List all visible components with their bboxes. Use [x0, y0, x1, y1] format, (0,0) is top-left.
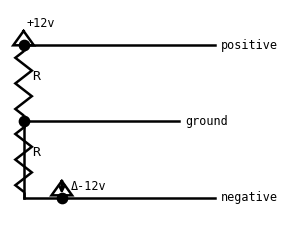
Text: R: R [32, 146, 40, 159]
Point [21, 43, 26, 47]
Text: negative: negative [220, 191, 278, 204]
Text: +12v: +12v [26, 17, 55, 30]
Point [21, 120, 26, 123]
Point [59, 196, 64, 200]
Text: ground: ground [185, 115, 228, 128]
Text: R: R [32, 70, 40, 83]
Text: positive: positive [220, 39, 278, 52]
Text: Δ-12v: Δ-12v [70, 181, 106, 193]
